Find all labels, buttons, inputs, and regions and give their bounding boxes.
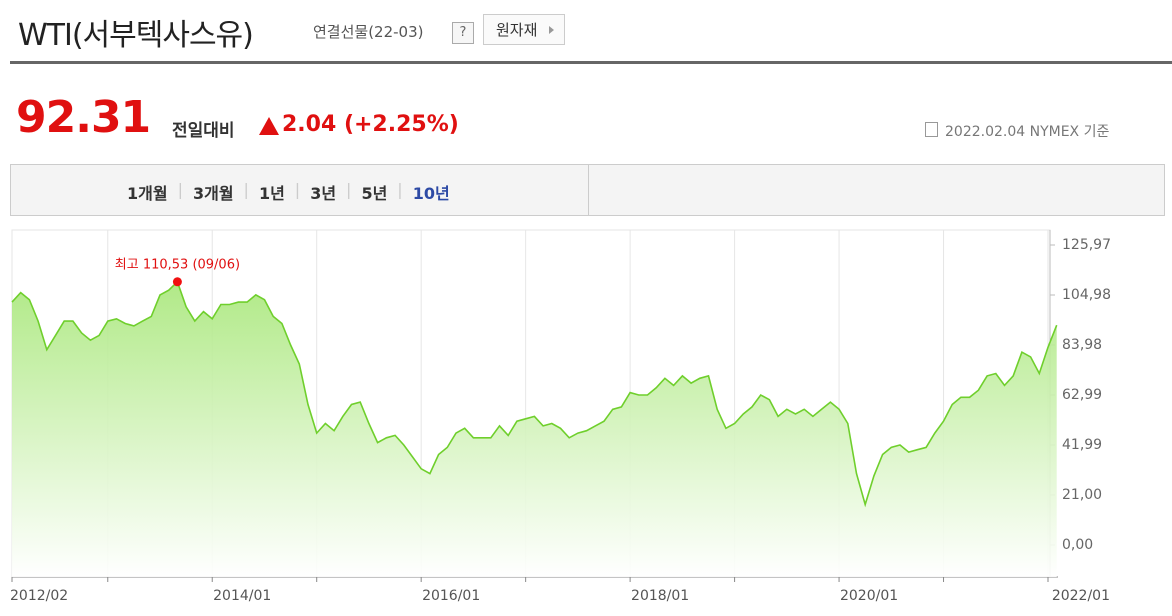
- tab-separator: |: [294, 180, 301, 199]
- x-tick-label: 2016/01: [422, 588, 480, 604]
- y-tick-label: 83,98: [1062, 337, 1102, 353]
- plot-frame: [11, 229, 1051, 578]
- x-tick-label: 2012/02: [10, 588, 68, 604]
- period-tab[interactable]: 3년: [310, 184, 337, 203]
- line: [11, 280, 1058, 508]
- tab-separator: |: [177, 180, 183, 199]
- period-tab[interactable]: 1년: [258, 184, 285, 203]
- up-arrow: [259, 117, 279, 135]
- area-fill: [12, 281, 1057, 577]
- tab-separator: |: [243, 180, 249, 199]
- date-icon: [925, 122, 938, 137]
- y-tick-label: 125,97: [1062, 237, 1111, 253]
- quote-date: 2022.02.04 NYMEX 기준: [945, 124, 1110, 140]
- high-label: 최고 110,53 (09/06): [115, 257, 240, 272]
- change: 2.04 (+2.25%): [282, 112, 459, 137]
- category-button[interactable]: 원자재: [483, 14, 565, 45]
- change-label: 전일대비: [172, 121, 235, 141]
- period-tab[interactable]: 1개월: [127, 184, 168, 203]
- title: WTI(서부텍사스유): [18, 18, 254, 53]
- price: 92.31: [16, 92, 151, 143]
- y-tick-label: 21,00: [1062, 487, 1102, 503]
- y-tick-label: 41,99: [1062, 437, 1102, 453]
- tab-separator: |: [346, 180, 352, 199]
- y-tick-label: 62,99: [1062, 387, 1102, 403]
- header-rule: [10, 61, 1172, 64]
- period-tabs: 1개월 | 3개월 | 1년 | 3년 | 5년 | 10년: [10, 164, 1165, 216]
- help-button[interactable]: ?: [452, 22, 474, 44]
- y-tick-label: 104,98: [1062, 287, 1111, 303]
- tab-separator: |: [397, 180, 403, 199]
- high-marker: [172, 277, 182, 287]
- x-tick-label: 2014/01: [213, 588, 271, 604]
- x-tick-label: 2020/01: [840, 588, 898, 604]
- period-tab[interactable]: 3개월: [192, 184, 234, 203]
- subtitle: 연결선물(22-03): [313, 23, 424, 41]
- period-tab[interactable]: 10년: [412, 184, 450, 203]
- period-tab[interactable]: 5년: [361, 184, 388, 203]
- y-tick-label: 0,00: [1062, 537, 1093, 553]
- x-tick-label: 2018/01: [631, 588, 689, 604]
- x-tick-label: 2022/01: [1052, 588, 1110, 604]
